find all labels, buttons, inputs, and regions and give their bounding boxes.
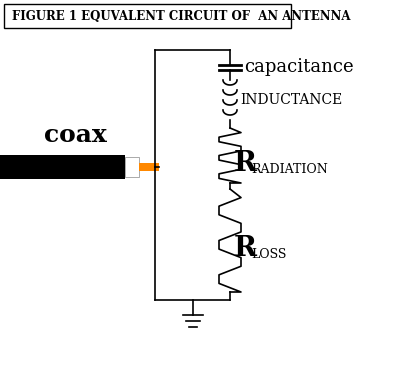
FancyBboxPatch shape: [4, 4, 291, 28]
Bar: [125, 157, 139, 177]
Text: RADIATION: RADIATION: [251, 163, 328, 176]
Text: R: R: [234, 235, 257, 262]
Bar: [0, 155, 125, 179]
Text: capacitance: capacitance: [244, 58, 354, 77]
Text: LOSS: LOSS: [251, 248, 286, 261]
Text: R: R: [234, 150, 257, 177]
Text: INDUCTANCE: INDUCTANCE: [240, 93, 342, 107]
Text: FIGURE 1 EQUVALENT CIRCUIT OF  AN ANTENNA: FIGURE 1 EQUVALENT CIRCUIT OF AN ANTENNA: [12, 10, 350, 23]
Text: coax: coax: [43, 123, 106, 147]
Bar: [139, 163, 159, 171]
